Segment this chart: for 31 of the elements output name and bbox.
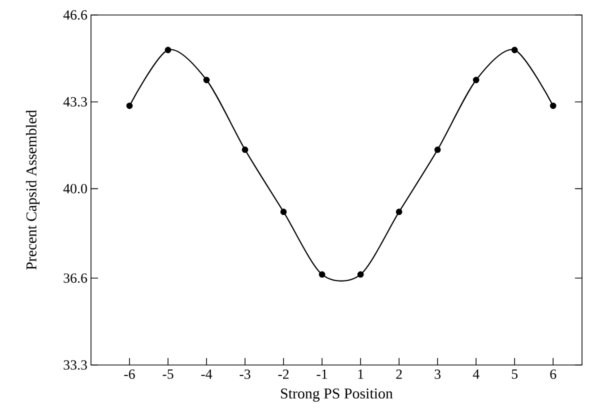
point (280, 208, 287, 216)
x-tick-label: -3 (240, 370, 250, 379)
point (318, 271, 326, 278)
x-tick-label: -2 (278, 370, 289, 379)
y-axis-title: Precent Capsid Assembled (26, 110, 40, 270)
y-tick-label: 33.3 (64, 360, 87, 370)
point (203, 76, 210, 84)
point (357, 271, 364, 278)
x-tick-label: -4 (201, 370, 212, 379)
x-tick-label: 3 (434, 370, 441, 379)
x-tick-label: 5 (512, 370, 518, 379)
point (511, 46, 518, 54)
point (434, 146, 441, 153)
point (242, 146, 248, 153)
point (550, 102, 556, 109)
x-tick-label: 6 (550, 370, 556, 379)
x-axis-title: Strong PS Position (281, 388, 393, 402)
y-tick-label: 36.6 (64, 273, 88, 283)
point (164, 46, 172, 54)
x-tick-label: 1 (358, 370, 364, 379)
point (472, 76, 480, 84)
y-tick-label: 43.3 (63, 97, 87, 107)
x-tick-label: -1 (316, 370, 328, 379)
x-tick-label: -5 (162, 370, 174, 379)
point (126, 102, 133, 109)
x-tick-label: 2 (396, 370, 402, 379)
x-tick-label: 4 (472, 370, 480, 379)
y-tick-label: 40.0 (63, 184, 87, 194)
x-tick-label: -6 (124, 370, 135, 379)
point (396, 208, 402, 216)
y-tick-label: 46.6 (63, 10, 88, 20)
